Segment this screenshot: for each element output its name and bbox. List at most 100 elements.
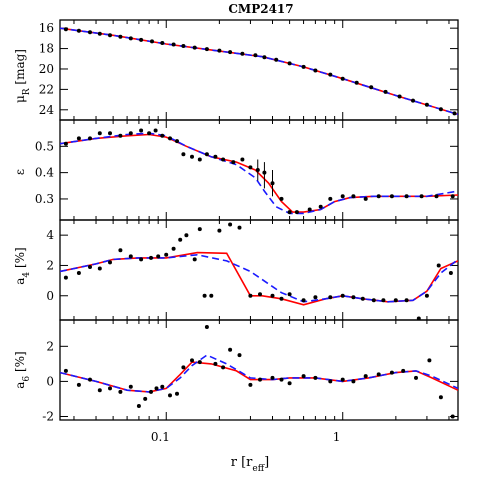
data-point: [221, 365, 226, 370]
data-point: [150, 39, 154, 44]
data-point: [287, 61, 292, 66]
data-point: [340, 194, 345, 199]
data-point: [128, 384, 133, 389]
dashed-model-curve: [60, 132, 458, 215]
data-point: [448, 271, 453, 275]
data-point: [436, 263, 441, 268]
data-point: [171, 246, 176, 251]
data-point: [240, 157, 245, 162]
data-point: [108, 386, 112, 391]
data-point: [175, 139, 179, 144]
data-point: [171, 42, 176, 47]
data-point: [63, 275, 68, 280]
data-point: [217, 48, 222, 53]
data-point: [301, 64, 306, 69]
data-point: [301, 374, 306, 379]
data-point: [139, 257, 144, 262]
data-point: [287, 381, 292, 386]
data-point: [253, 53, 258, 58]
data-point: [181, 152, 186, 157]
y-tick-label: 18: [39, 42, 54, 56]
data-point: [354, 80, 359, 85]
y-tick-label: 2: [46, 258, 54, 272]
y-axis-label: a6 [%]: [13, 351, 32, 388]
data-point: [118, 248, 123, 253]
data-point: [149, 389, 153, 394]
data-point: [128, 36, 133, 41]
data-point: [192, 45, 197, 50]
data-point: [307, 207, 312, 212]
data-point: [248, 382, 253, 387]
data-point: [228, 50, 233, 55]
data-point: [414, 375, 418, 380]
y-tick-label: 0.5: [35, 139, 54, 153]
data-point: [258, 292, 262, 297]
data-point: [270, 293, 275, 298]
data-point: [258, 377, 262, 382]
data-point: [340, 377, 345, 382]
data-point: [88, 30, 92, 35]
data-point: [452, 111, 457, 116]
data-point: [160, 133, 165, 138]
data-point: [149, 255, 153, 260]
data-point: [279, 296, 284, 301]
data-point: [438, 395, 443, 400]
data-point: [383, 89, 388, 94]
data-point: [76, 382, 81, 387]
data-point: [270, 181, 275, 186]
panel-a4: 0 2 4 a4 [%]: [13, 219, 459, 321]
data-point: [287, 210, 292, 215]
data-point: [204, 325, 209, 329]
y-tick-label: 22: [39, 82, 54, 96]
data-point: [139, 37, 144, 42]
data-point: [438, 107, 443, 112]
data-point: [363, 374, 368, 379]
y-tick-label: 2: [46, 339, 54, 353]
data-point: [88, 377, 92, 382]
panel-a6: -2 0 2 a6 [%]: [13, 319, 459, 423]
y-tick-label: 16: [39, 21, 54, 35]
data-point: [118, 34, 123, 39]
data-point: [76, 28, 81, 33]
data-point: [318, 204, 323, 209]
data-point: [63, 368, 68, 373]
data-point: [76, 271, 81, 275]
data-point: [401, 368, 406, 373]
data-point: [181, 365, 186, 370]
data-point: [197, 227, 202, 232]
data-point: [184, 233, 189, 238]
data-point: [136, 404, 141, 408]
data-point: [76, 136, 81, 141]
data-point: [97, 266, 102, 271]
data-point: [340, 293, 345, 298]
data-point: [434, 194, 439, 199]
data-point: [160, 41, 165, 45]
data-point: [178, 237, 183, 242]
data-point: [217, 228, 222, 233]
data-point: [143, 396, 148, 401]
data-point: [404, 194, 409, 199]
panel-ellipticity: 0.3 0.4 0.5 ε: [13, 119, 459, 221]
data-point: [262, 170, 267, 175]
data-point: [424, 102, 429, 107]
data-point: [209, 293, 214, 298]
data-point: [450, 194, 455, 199]
data-point: [154, 386, 159, 391]
data-point: [274, 57, 279, 62]
data-point: [118, 133, 123, 138]
data-point: [287, 292, 292, 297]
y-tick-label: 0: [46, 374, 54, 388]
data-point: [118, 389, 123, 394]
data-point: [294, 210, 299, 215]
data-point: [248, 165, 253, 170]
data-point: [190, 154, 194, 159]
data-point: [164, 252, 169, 257]
data-point: [190, 358, 194, 363]
panel-mu: 16 18 20 22 24 μR [mag]: [13, 19, 459, 121]
data-point: [175, 391, 179, 396]
data-point: [97, 388, 102, 393]
data-point: [376, 194, 381, 199]
data-point: [351, 379, 356, 384]
data-point: [108, 260, 112, 265]
